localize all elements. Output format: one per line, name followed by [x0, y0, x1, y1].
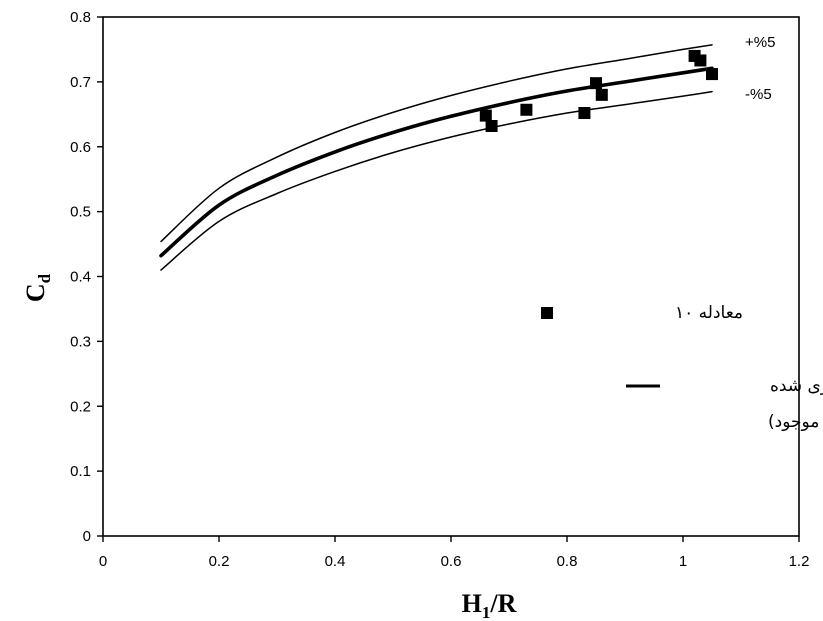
x-axis-title-sub: 1: [482, 603, 491, 621]
y-tick-label: 0.6: [70, 139, 91, 156]
y-axis: 0 0.1 0.2 0.3 0.4 0.5 0.6 0.7 0.8: [70, 9, 103, 545]
minus-5-percent-curve: [160, 90, 713, 271]
measured-curve: [159, 66, 714, 258]
legend-line-label-line2: (مطالعه موجود): [768, 412, 823, 432]
upper-bound-annotation: +%5: [745, 34, 775, 51]
lower-bound-annotation: -%5: [745, 86, 772, 103]
data-point-marker: [595, 88, 608, 101]
curve-lines: [159, 44, 714, 271]
y-axis-title: Cd: [21, 273, 54, 302]
data-markers: [479, 49, 718, 132]
y-tick-label: 0.5: [70, 204, 91, 221]
plus-5-percent-curve: [160, 44, 713, 243]
y-tick-label: 0.4: [70, 269, 91, 286]
data-point-marker: [479, 109, 492, 122]
x-tick-label: 0.2: [209, 553, 230, 570]
legend-marker-label: معادله ۱۰: [675, 303, 743, 323]
legend-marker-swatch: [541, 307, 553, 319]
x-axis-title: H1/R: [462, 589, 517, 621]
x-tick-label: 0.4: [325, 553, 346, 570]
data-point-marker: [590, 77, 602, 90]
y-tick-label: 0.8: [70, 9, 91, 26]
y-tick-label: 0.2: [70, 398, 91, 415]
data-point-marker: [520, 103, 533, 116]
y-tick-label: 0: [83, 528, 91, 545]
x-tick-label: 1.2: [789, 553, 810, 570]
y-tick-label: 0.1: [70, 463, 91, 480]
x-axis-title-main: H: [462, 589, 482, 618]
x-tick-label: 0: [99, 553, 107, 570]
data-point-marker: [706, 68, 718, 81]
x-axis-title-rest: /R: [489, 589, 516, 618]
data-point-marker: [694, 54, 707, 67]
y-axis-title-sub: d: [35, 273, 54, 283]
legend-line-label-line1: اندازه گیری شده: [770, 375, 823, 396]
x-tick-label: 0.8: [557, 553, 578, 570]
data-point-marker: [578, 107, 591, 120]
legend: معادله ۱۰ اندازه گیری شده (مطالعه موجود): [541, 303, 823, 432]
y-tick-label: 0.7: [70, 74, 91, 91]
data-point-marker: [485, 119, 498, 132]
x-tick-label: 0.6: [441, 553, 462, 570]
x-axis: 0 0.2 0.4 0.6 0.8 1 1.2: [99, 536, 810, 570]
y-tick-label: 0.3: [70, 333, 91, 350]
y-axis-title-main: C: [21, 283, 50, 302]
x-tick-label: 1: [679, 553, 687, 570]
